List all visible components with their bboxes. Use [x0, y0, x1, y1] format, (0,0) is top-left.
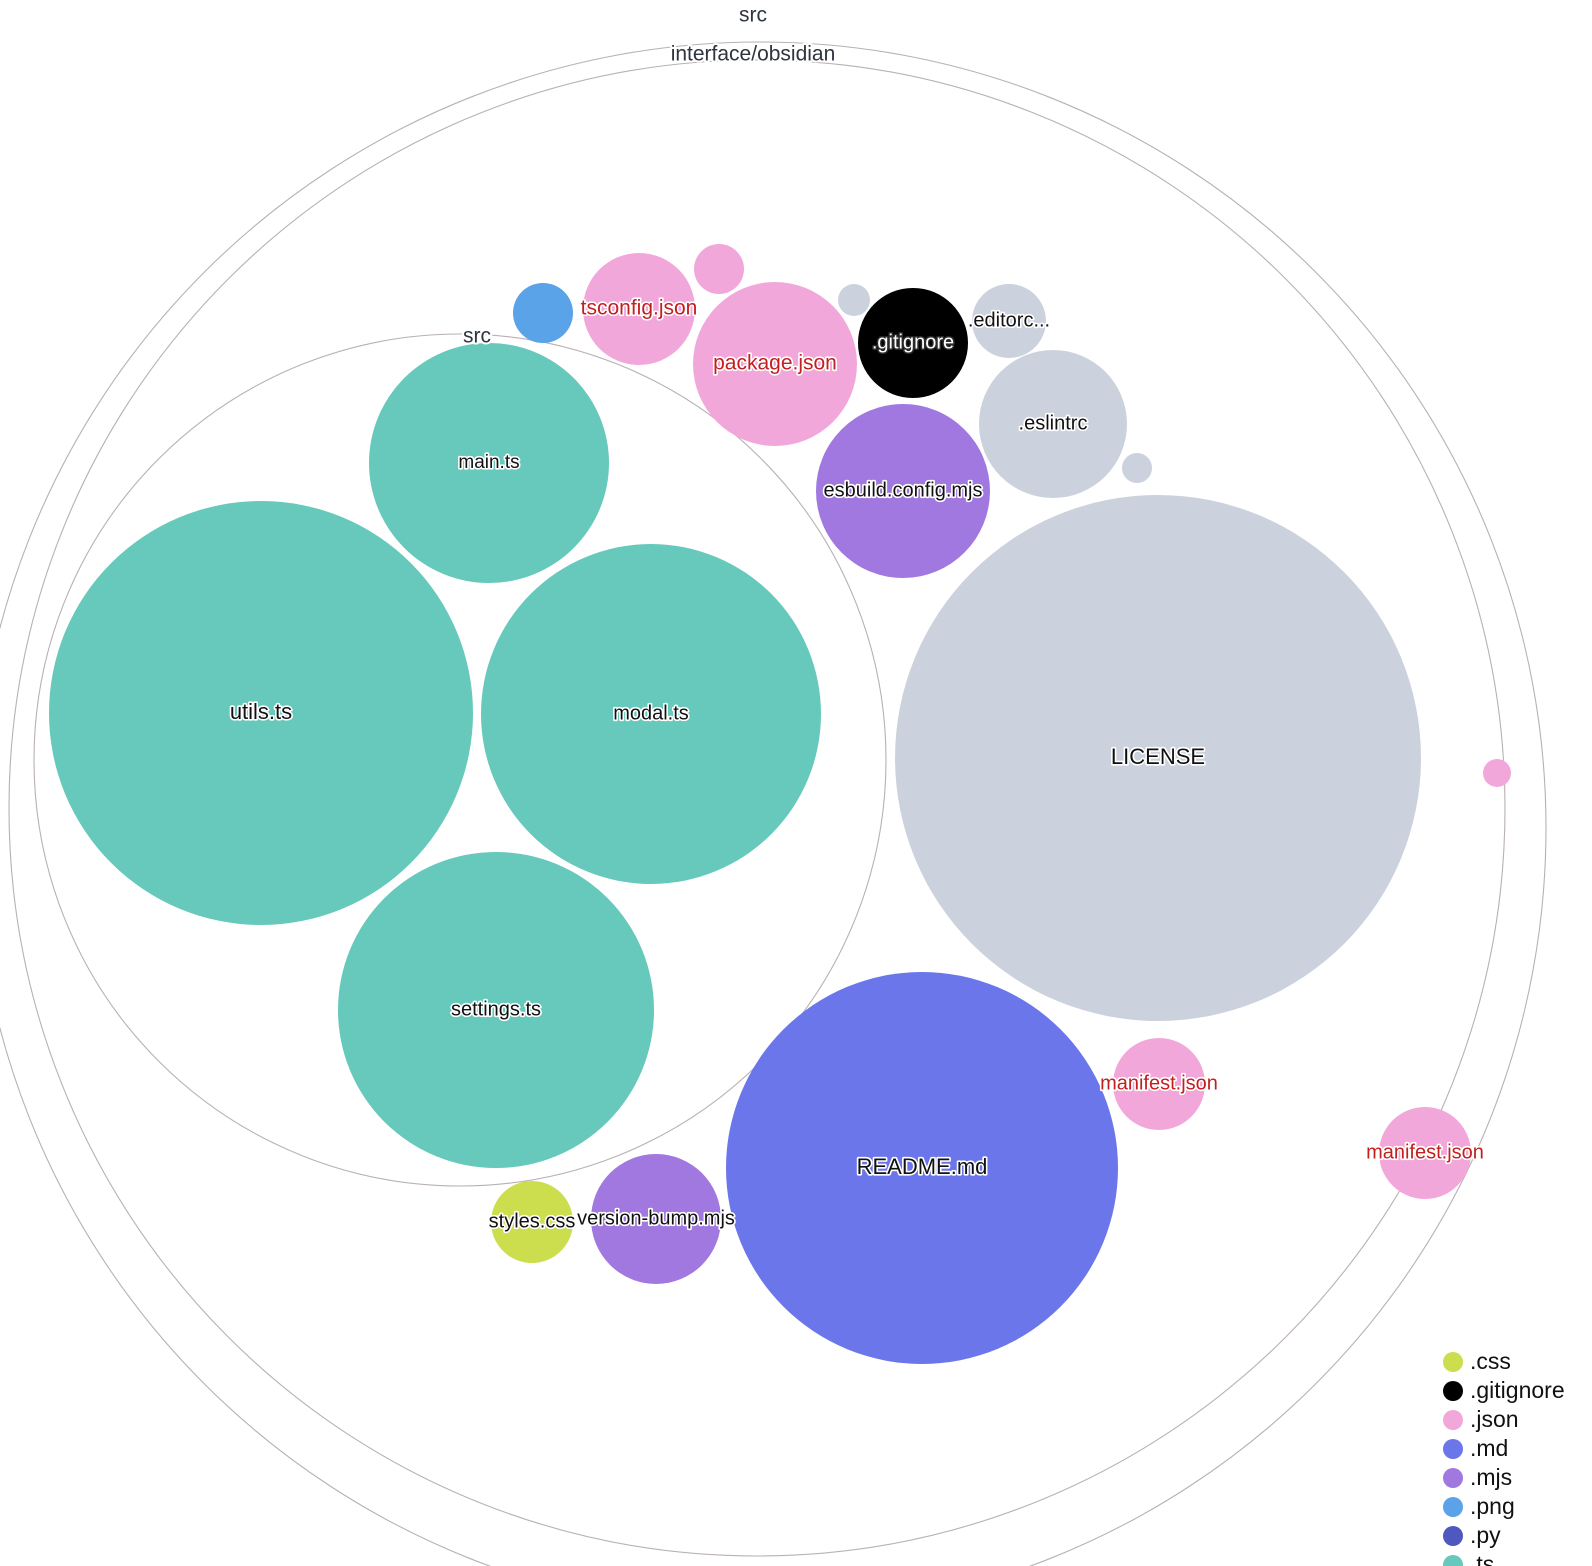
legend-item-json[interactable]: .json: [1443, 1406, 1519, 1432]
node-unlabeled-17[interactable]: [694, 244, 744, 294]
node-gitignore[interactable]: .gitignore: [858, 288, 968, 398]
node-label: .gitignore: [872, 331, 954, 353]
node-version-bump-mjs[interactable]: version-bump.mjs: [575, 1154, 737, 1284]
legend-swatch-icon: [1443, 1381, 1463, 1401]
node-manifest-json[interactable]: manifest.json: [1098, 1038, 1220, 1130]
group-label-interface-obsidian: interface/obsidian: [671, 43, 836, 66]
node-circle[interactable]: [369, 343, 609, 583]
node-unlabeled-16[interactable]: [513, 283, 573, 343]
node-circle[interactable]: [858, 288, 968, 398]
node-circle[interactable]: [972, 284, 1046, 358]
node-label: modal.ts: [613, 702, 689, 724]
node-license[interactable]: LICENSE: [895, 495, 1421, 1021]
group-label-layer: src interface/obsidian src: [461, 2, 837, 350]
node-circle[interactable]: [583, 253, 695, 365]
node-label: esbuild.config.mjs: [824, 479, 983, 501]
hull-middle: [8, 59, 1506, 1557]
node-label: tsconfig.json: [581, 297, 698, 320]
legend-item-ts[interactable]: .ts: [1443, 1551, 1494, 1566]
node-circle[interactable]: [1113, 1038, 1205, 1130]
node-editorc[interactable]: .editorc...: [966, 284, 1052, 358]
node-modal-ts[interactable]: modal.ts: [481, 544, 821, 884]
legend-label: .py: [1470, 1522, 1501, 1548]
legend-swatch-icon: [1443, 1497, 1463, 1517]
legend-swatch-icon: [1443, 1439, 1463, 1459]
legend-label: .md: [1470, 1435, 1508, 1461]
legend-item-mjs[interactable]: .mjs: [1443, 1464, 1512, 1490]
legend-label: .mjs: [1470, 1464, 1512, 1490]
node-circle[interactable]: [895, 495, 1421, 1021]
legend-label: .ts: [1470, 1551, 1494, 1566]
legend-label: .json: [1470, 1406, 1519, 1432]
node-circle[interactable]: [838, 284, 870, 316]
legend-swatch-icon: [1443, 1526, 1463, 1546]
node-label: settings.ts: [451, 998, 541, 1020]
node-label: README.md: [857, 1154, 988, 1179]
node-readme-md[interactable]: README.md: [726, 972, 1118, 1364]
node-label: manifest.json: [1366, 1141, 1484, 1163]
node-layer: utils.ts modal.ts settings.ts main.ts LICENS…: [49, 244, 1511, 1364]
node-unlabeled-19[interactable]: [1122, 453, 1152, 483]
node-styles-css[interactable]: styles.css: [487, 1181, 577, 1263]
node-eslintrc[interactable]: .eslintrc: [979, 350, 1127, 498]
group-label-root-src: src: [739, 4, 767, 27]
legend-label: .png: [1470, 1493, 1515, 1519]
node-label: package.json: [713, 352, 837, 375]
node-label: version-bump.mjs: [577, 1207, 735, 1229]
hull-inner-src: [33, 333, 887, 1187]
node-circle[interactable]: [726, 972, 1118, 1364]
node-circle[interactable]: [816, 404, 990, 578]
node-settings-ts[interactable]: settings.ts: [338, 852, 654, 1168]
node-circle[interactable]: [491, 1181, 573, 1263]
legend-swatch-icon: [1443, 1352, 1463, 1372]
node-circle[interactable]: [591, 1154, 721, 1284]
node-circle[interactable]: [338, 852, 654, 1168]
node-unlabeled-20[interactable]: [1483, 759, 1511, 787]
node-utils-ts[interactable]: utils.ts: [49, 501, 473, 925]
node-esbuild-config-mjs[interactable]: esbuild.config.mjs: [816, 404, 990, 578]
node-label: styles.css: [489, 1210, 576, 1232]
node-manifest-json[interactable]: manifest.json: [1364, 1107, 1486, 1199]
node-label: utils.ts: [230, 699, 292, 724]
hull-layer: [0, 41, 1547, 1566]
node-circle[interactable]: [979, 350, 1127, 498]
node-label: .eslintrc: [1019, 412, 1088, 434]
node-circle[interactable]: [513, 283, 573, 343]
node-unlabeled-18[interactable]: [838, 284, 870, 316]
legend-swatch-icon: [1443, 1410, 1463, 1430]
legend-item-gitignore[interactable]: .gitignore: [1443, 1377, 1565, 1403]
legend-layer: .css .gitignore .json .md .mjs .png .py .ts: [1443, 1348, 1565, 1566]
node-label: LICENSE: [1111, 744, 1205, 769]
legend-label: .css: [1470, 1348, 1511, 1374]
node-label: manifest.json: [1100, 1072, 1218, 1094]
hull-outer: [0, 41, 1547, 1566]
node-circle[interactable]: [1483, 759, 1511, 787]
legend-label: .gitignore: [1470, 1377, 1565, 1403]
node-circle[interactable]: [481, 544, 821, 884]
group-label-inner-src: src: [463, 325, 491, 348]
node-label: .editorc...: [968, 309, 1050, 331]
node-main-ts[interactable]: main.ts: [369, 343, 609, 583]
node-circle[interactable]: [49, 501, 473, 925]
node-circle[interactable]: [1122, 453, 1152, 483]
legend-swatch-icon: [1443, 1555, 1463, 1566]
legend-item-css[interactable]: .css: [1443, 1348, 1511, 1374]
node-circle[interactable]: [693, 282, 857, 446]
node-tsconfig-json[interactable]: tsconfig.json: [579, 253, 699, 365]
node-label: main.ts: [458, 452, 519, 473]
legend-swatch-icon: [1443, 1468, 1463, 1488]
legend-item-png[interactable]: .png: [1443, 1493, 1515, 1519]
node-circle[interactable]: [694, 244, 744, 294]
node-circle[interactable]: [1379, 1107, 1471, 1199]
node-package-json[interactable]: package.json: [693, 282, 857, 446]
legend-item-py[interactable]: .py: [1443, 1522, 1501, 1548]
legend-item-md[interactable]: .md: [1443, 1435, 1508, 1461]
